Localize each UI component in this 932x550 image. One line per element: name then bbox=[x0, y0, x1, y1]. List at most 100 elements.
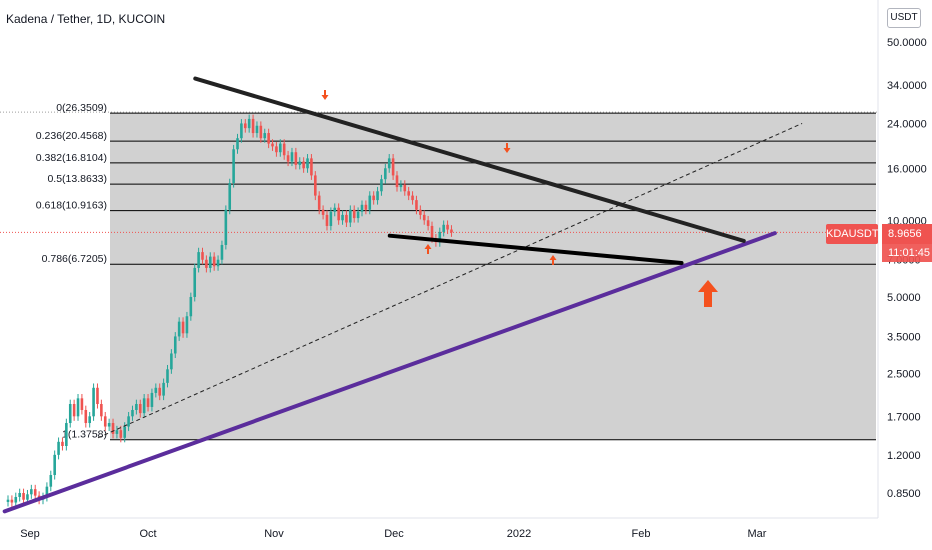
candle-body bbox=[243, 123, 247, 129]
candle-body bbox=[170, 353, 173, 370]
candle-body bbox=[61, 441, 64, 446]
candle-body bbox=[345, 214, 348, 223]
candle-body bbox=[76, 398, 80, 417]
candle-body bbox=[189, 296, 193, 317]
candle-body bbox=[205, 259, 208, 268]
candle-body bbox=[18, 493, 21, 497]
candle-body bbox=[329, 211, 333, 226]
candle-body bbox=[193, 267, 197, 297]
y-tick-label: 50.0000 bbox=[887, 37, 927, 49]
candle-body bbox=[240, 123, 243, 139]
candle-body bbox=[236, 138, 239, 150]
candle-body bbox=[65, 423, 68, 446]
candle-body bbox=[282, 143, 286, 156]
candle-body bbox=[158, 387, 162, 396]
fib-label: 0.5(13.8633) bbox=[47, 173, 107, 185]
lower-trendline bbox=[387, 233, 684, 265]
candle-body bbox=[107, 423, 111, 427]
x-tick-label: 2022 bbox=[507, 528, 531, 540]
candle-body bbox=[33, 489, 37, 496]
candle-body bbox=[197, 252, 200, 268]
candle-body bbox=[430, 225, 434, 239]
candle-body bbox=[333, 207, 337, 212]
candle-body bbox=[255, 125, 259, 134]
candle-body bbox=[349, 209, 352, 223]
candle-body bbox=[150, 392, 154, 407]
candle-body bbox=[146, 398, 150, 407]
candle-body bbox=[446, 224, 449, 230]
candle-body bbox=[317, 195, 321, 210]
candle-body bbox=[201, 252, 204, 260]
candle-body bbox=[224, 209, 228, 245]
candle-body bbox=[356, 211, 360, 219]
support-trendline bbox=[2, 231, 777, 514]
candle-body bbox=[181, 321, 185, 334]
candle-body bbox=[399, 184, 403, 188]
candle-body bbox=[173, 336, 177, 354]
x-tick-label: Dec bbox=[384, 528, 404, 540]
candle-body bbox=[111, 423, 115, 434]
x-tick-label: Feb bbox=[632, 528, 651, 540]
candle-body bbox=[251, 118, 255, 134]
candle-body bbox=[177, 321, 181, 337]
candle-body bbox=[115, 430, 119, 434]
candle-body bbox=[267, 133, 270, 144]
countdown-label: 11:01:45 bbox=[882, 244, 932, 262]
candle-body bbox=[314, 175, 317, 196]
fib-label: 0.618(10.9163) bbox=[36, 200, 107, 212]
candle-body bbox=[380, 179, 383, 192]
candle-body bbox=[216, 259, 220, 267]
candle-body bbox=[450, 229, 453, 233]
candle-body bbox=[422, 214, 426, 221]
candle-body bbox=[321, 209, 325, 215]
y-tick-label: 24.0000 bbox=[887, 118, 927, 130]
candle-body bbox=[275, 146, 278, 153]
candle-body bbox=[387, 158, 391, 169]
candle-body bbox=[14, 496, 18, 503]
y-tick-label: 2.5000 bbox=[887, 369, 921, 381]
big-up-arrow-marker bbox=[698, 280, 718, 307]
candle-body bbox=[53, 454, 56, 476]
candle-body bbox=[290, 152, 294, 162]
fib-zone bbox=[110, 113, 876, 440]
price-tag: KDAUSDT 8.9656 11:01:45 bbox=[826, 224, 932, 262]
candle-body bbox=[341, 214, 344, 221]
candle-body bbox=[368, 195, 372, 210]
candle-body bbox=[325, 214, 329, 226]
y-tick-label: 34.0000 bbox=[887, 80, 927, 92]
candle-body bbox=[279, 143, 282, 153]
candle-body bbox=[166, 369, 169, 383]
candle-body bbox=[228, 183, 232, 210]
currency-badge[interactable]: USDT bbox=[887, 8, 921, 28]
candle-body bbox=[80, 398, 84, 410]
candle-body bbox=[372, 195, 375, 201]
candle-body bbox=[162, 382, 165, 396]
candle-body bbox=[438, 231, 442, 243]
candle-body bbox=[135, 404, 138, 410]
x-tick-label: Mar bbox=[748, 528, 767, 540]
fib-label: 0.382(16.8104) bbox=[36, 152, 107, 164]
y-tick-label: 0.8500 bbox=[887, 488, 921, 500]
candle-body bbox=[310, 158, 313, 176]
candle-body bbox=[352, 209, 356, 219]
candle-body bbox=[419, 209, 422, 215]
candle-body bbox=[298, 161, 302, 165]
candle-body bbox=[376, 191, 379, 201]
candle-body bbox=[302, 161, 305, 169]
candle-body bbox=[364, 204, 368, 210]
dashed-trendline bbox=[97, 122, 803, 439]
candle-body bbox=[220, 244, 224, 260]
candle-body bbox=[247, 118, 251, 129]
fib-label: 1(1.3758) bbox=[62, 429, 107, 441]
candle-body bbox=[306, 158, 309, 169]
descending-trendline bbox=[193, 76, 746, 243]
candle-body bbox=[232, 149, 235, 184]
fib-label: 0.236(20.4568) bbox=[36, 130, 107, 142]
candle-body bbox=[208, 256, 212, 268]
candle-body bbox=[263, 133, 267, 139]
last-price-label: 8.9656 bbox=[882, 224, 932, 244]
candle-body bbox=[259, 125, 263, 139]
down-arrow-marker bbox=[503, 143, 511, 153]
